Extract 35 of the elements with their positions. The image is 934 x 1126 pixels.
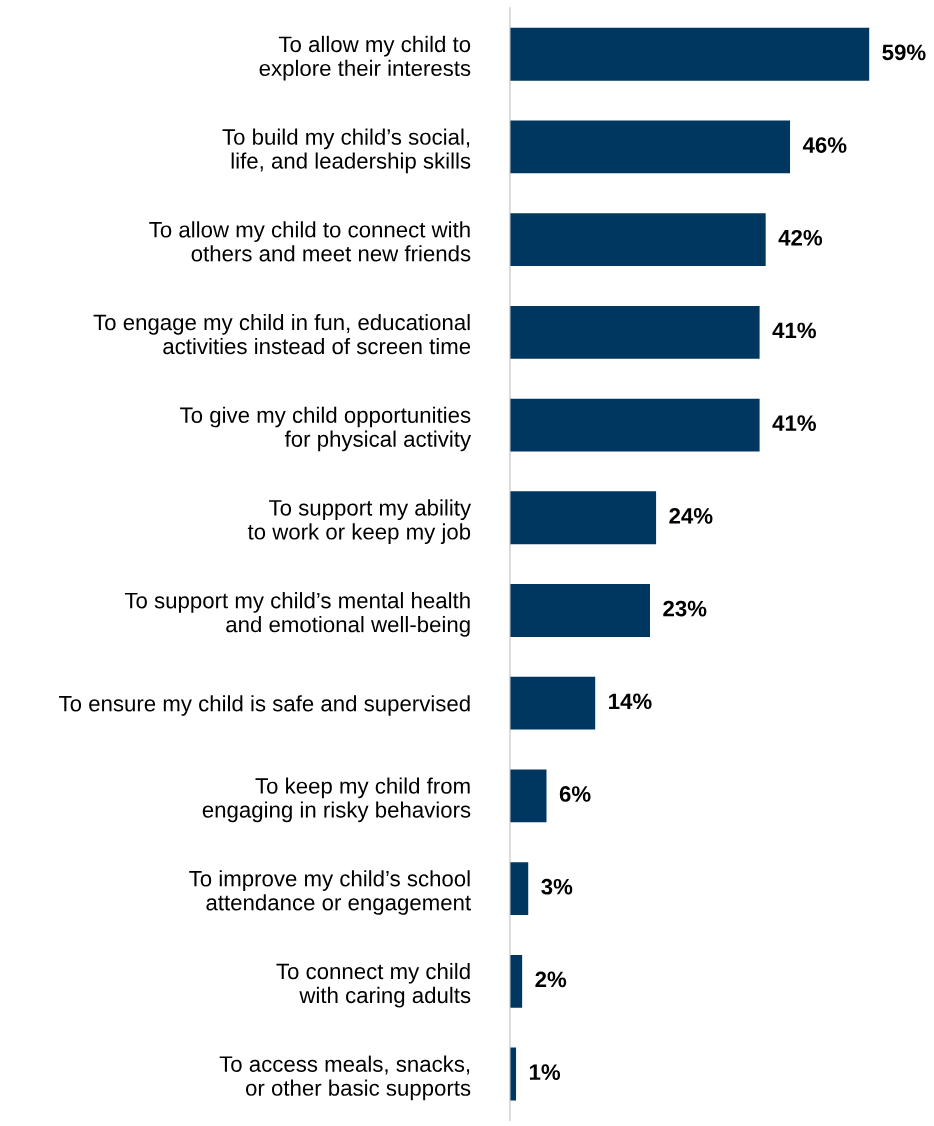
y-tick-label: To connect my child with caring adults [276, 962, 471, 1008]
y-tick-label: To support my child’s mental health and emotional well-being [124, 592, 470, 637]
data-label: 46% [802, 137, 847, 153]
y-tick-label: To improve my child’s school attendance or engagement [189, 870, 471, 915]
bar [509, 305, 760, 359]
bar [509, 584, 650, 637]
data-label: 23% [663, 600, 707, 617]
bar [509, 27, 870, 81]
data-label: 3% [541, 878, 573, 895]
y-tick-label: To give my child opportunities for physical activity [180, 406, 472, 452]
y-tick-label: To build my child’s social, life, and leadership skills [222, 128, 471, 174]
bar [509, 491, 657, 545]
y-tick-label: To keep my child from engaging in risky behaviors [202, 777, 471, 823]
data-label: 2% [535, 971, 567, 988]
bar [509, 213, 766, 267]
y-tick-label: To allow my child to explore their interests [259, 35, 471, 81]
bar [509, 862, 529, 916]
y-tick-label: To engage my child in fun, educational activities instead of screen time [93, 313, 471, 355]
data-label: 1% [529, 1064, 561, 1080]
y-tick-label: To allow my child to connect with others and meet new friends [149, 221, 471, 262]
y-tick-label: To ensure my child is safe and supervised [59, 695, 470, 716]
data-label: 41% [772, 415, 816, 431]
bar [509, 769, 547, 823]
data-label: 42% [778, 229, 823, 246]
data-label: 59% [882, 44, 926, 61]
bar [509, 676, 596, 730]
bar [509, 120, 791, 174]
data-label: 24% [669, 508, 713, 524]
bar [509, 398, 760, 452]
data-label: 6% [559, 786, 591, 802]
bar [509, 954, 523, 1008]
data-label: 14% [609, 693, 652, 710]
y-tick-label: To access meals, snacks, or other basic supports [219, 1055, 471, 1101]
data-label: 41% [772, 322, 816, 339]
y-tick-label: To support my ability to work or keep my job [247, 499, 472, 545]
